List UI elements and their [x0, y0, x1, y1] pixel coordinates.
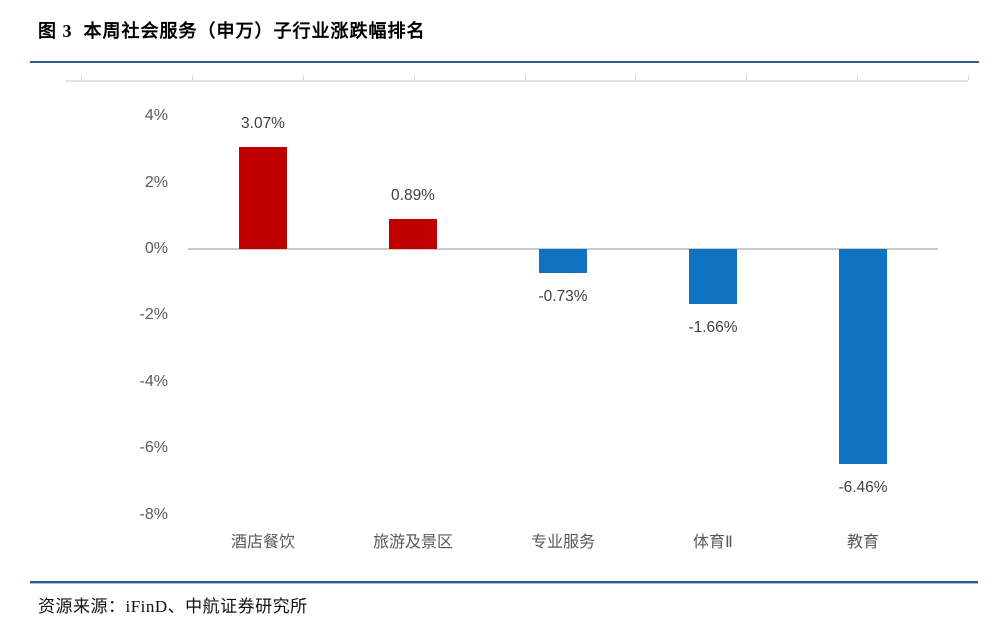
data-label: 0.89%: [391, 187, 435, 205]
top-border-tick: [746, 75, 748, 80]
top-border-tick: [81, 75, 82, 80]
y-axis-tick-label: 2%: [144, 173, 168, 191]
figure-title: 图 3 本周社会服务（申万）子行业涨跌幅排名: [38, 21, 426, 41]
category-label: 体育Ⅱ: [693, 534, 733, 551]
category-label: 旅游及景区: [372, 534, 453, 551]
y-axis-tick-label: -8%: [139, 505, 168, 523]
bar: [839, 249, 887, 464]
y-axis-tick-label: 4%: [144, 107, 168, 125]
y-axis-tick-label: -4%: [139, 372, 168, 390]
category-label: 酒店餐饮: [230, 534, 295, 551]
top-border-tick: [524, 75, 526, 80]
y-axis-tick-label: 0%: [144, 240, 168, 257]
category-label: 专业服务: [530, 534, 595, 551]
top-border-tick: [968, 75, 969, 80]
bar: [389, 219, 437, 249]
top-border-tick: [413, 75, 415, 80]
bar: [239, 147, 287, 249]
data-label: -6.46%: [838, 478, 888, 496]
footer-divider: [30, 581, 978, 584]
y-axis-tick-label: -6%: [139, 439, 168, 457]
y-axis-tick-label: -2%: [139, 306, 168, 324]
chart-top-border: [65, 75, 969, 82]
data-label: -0.73%: [538, 288, 588, 306]
top-border-tick: [635, 75, 637, 80]
top-border-tick: [191, 75, 193, 80]
top-border-tick: [302, 75, 304, 80]
data-label: 3.07%: [241, 115, 285, 132]
category-label: 教育: [846, 534, 879, 551]
data-label: -1.66%: [688, 319, 738, 337]
bar: [689, 249, 737, 305]
title-divider: [30, 61, 979, 63]
source-note: 资源来源：iFinD、中航证券研究所: [38, 597, 308, 616]
top-border-tick: [857, 75, 859, 80]
bar: [539, 249, 587, 274]
